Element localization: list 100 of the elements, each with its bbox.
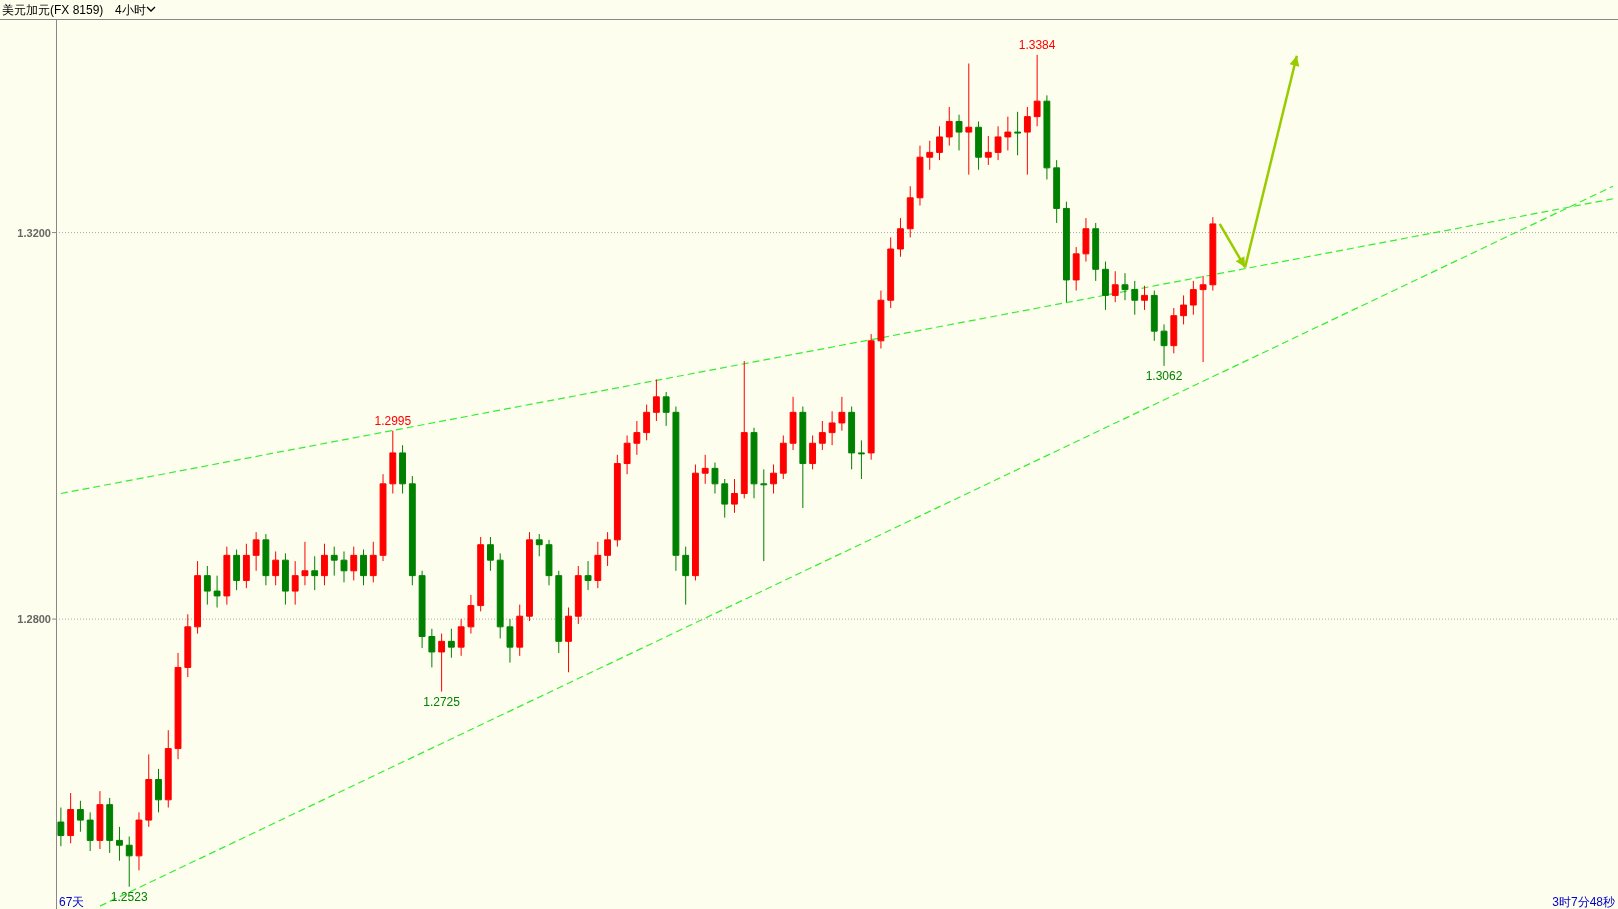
candlestick (330, 546, 338, 577)
candlestick (291, 560, 299, 606)
candlestick (1141, 285, 1148, 311)
candlestick (57, 807, 65, 847)
candlestick (916, 145, 924, 207)
candlestick (955, 114, 963, 151)
candlestick (770, 464, 777, 494)
candlestick (408, 475, 416, 586)
candlestick (584, 560, 592, 591)
candlestick (604, 531, 612, 567)
candlestick (164, 729, 172, 809)
annotation: 1.2995 (374, 413, 412, 428)
candlestick (535, 533, 543, 557)
candlestick (692, 464, 699, 581)
annotation: 67天 (59, 895, 85, 909)
annotation: 3时7分48秒 (1552, 895, 1615, 909)
candlestick (1092, 222, 1100, 282)
candlestick (789, 396, 797, 451)
candlestick (1189, 280, 1197, 316)
candlestick (984, 135, 992, 166)
candlestick (1131, 280, 1139, 316)
candlestick (369, 541, 377, 583)
candlestick (1004, 116, 1012, 151)
candlestick (360, 549, 367, 586)
candlestick (496, 552, 504, 639)
candlestick (233, 549, 241, 591)
candlestick (1102, 261, 1109, 311)
candlestick (281, 552, 289, 606)
chart-subtitle: 4小时 (115, 3, 146, 17)
y-tick-label: 1.2800 (17, 613, 51, 626)
candlestick (350, 546, 358, 581)
candlestick (506, 618, 514, 664)
candlestick (467, 594, 475, 635)
candlestick (1033, 54, 1041, 127)
candlestick (213, 575, 221, 609)
candlestick (721, 478, 729, 519)
candlestick (613, 454, 621, 548)
candlestick (877, 290, 885, 350)
annotation: 1.3062 (1145, 368, 1183, 383)
candlestick (740, 360, 748, 499)
candlestick (1053, 159, 1061, 224)
candlestick (174, 652, 182, 760)
candlestick (262, 533, 270, 586)
candlestick (643, 404, 651, 441)
candlestick (340, 550, 348, 583)
candlestick (272, 550, 280, 586)
candlestick (155, 768, 162, 813)
candlestick (526, 531, 533, 622)
candlestick (96, 790, 104, 850)
candlestick (438, 633, 446, 693)
candlestick (1014, 111, 1022, 156)
candlestick (1150, 290, 1158, 342)
candlestick (574, 565, 582, 625)
candlestick (633, 420, 641, 456)
candlestick (223, 546, 231, 606)
candlestick (555, 570, 563, 654)
annotation: 1.2725 (423, 694, 461, 709)
candlestick (194, 560, 201, 635)
candlestick (1180, 294, 1187, 325)
candlestick (701, 454, 709, 485)
candlestick (516, 604, 524, 657)
candlestick (86, 811, 94, 852)
candlestick (926, 140, 934, 171)
candlestick (321, 543, 328, 586)
candlestick (936, 125, 943, 161)
candlestick (477, 536, 485, 612)
candlestick (799, 406, 807, 509)
candlestick (447, 628, 455, 659)
candlestick (1072, 246, 1080, 292)
candlestick (828, 410, 836, 446)
candlestick (565, 607, 572, 673)
candlestick (301, 541, 309, 586)
candlestick (1062, 201, 1070, 303)
candlestick (418, 570, 426, 649)
candlestick (379, 473, 387, 562)
candlestick (965, 62, 973, 176)
candlestick (682, 546, 690, 606)
candlestick (731, 478, 738, 514)
candlestick (975, 120, 982, 171)
candlestick (1023, 106, 1031, 176)
candlestick (662, 391, 670, 427)
candlestick (818, 420, 826, 451)
candlestick (1209, 216, 1217, 292)
candlestick (672, 406, 680, 572)
candlestick (399, 444, 406, 494)
candlestick (76, 800, 84, 833)
candlestick (242, 543, 250, 589)
candlestick (487, 536, 494, 572)
candlestick (1043, 94, 1051, 180)
candlestick (887, 236, 895, 309)
candlestick (1199, 275, 1207, 363)
candlestick (809, 435, 817, 470)
candlestick (106, 797, 114, 854)
candlestick (906, 185, 914, 238)
candlestick (711, 462, 719, 494)
candlestick (125, 836, 133, 888)
annotation: 1.2523 (110, 889, 148, 904)
candlestick (184, 613, 192, 678)
candlestick (760, 468, 768, 562)
candlestick (994, 125, 1002, 161)
